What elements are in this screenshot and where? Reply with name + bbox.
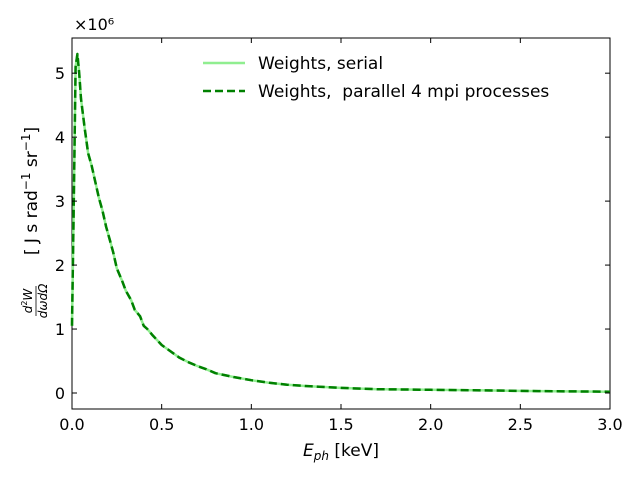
x-axis-title: Eph [keV] <box>303 441 379 463</box>
svg-text:Eph [keV]: Eph [keV] <box>303 441 379 463</box>
legend: Weights, serial Weights, parallel 4 mpi … <box>203 54 549 102</box>
legend-label-parallel: Weights, parallel 4 mpi processes <box>258 82 549 102</box>
legend-label-serial: Weights, serial <box>258 54 383 74</box>
series-line-parallel <box>70 52 611 393</box>
y-tick-label: 0 <box>55 384 65 403</box>
series-layer <box>70 52 611 393</box>
x-tick-label: 2.0 <box>418 415 443 434</box>
y-tick-label: 5 <box>55 64 65 83</box>
x-tick-label: 0.0 <box>59 415 84 434</box>
y-tick-label: 3 <box>55 192 65 211</box>
svg-text:[ J s rad−1 sr−1]: [ J s rad−1 sr−1] <box>19 127 42 255</box>
svg-text:d2W: d2W <box>20 288 35 314</box>
x-tick-label: 2.5 <box>508 415 533 434</box>
y-tick-label: 4 <box>55 128 65 147</box>
y-tick-label: 1 <box>55 320 65 339</box>
svg-text:dωdΩ: dωdΩ <box>36 283 50 318</box>
y-axis-title: [ J s rad−1 sr−1] d2W dωdΩ <box>19 127 50 318</box>
ticks-layer: 0.0 0.5 1.0 1.5 2.0 2.5 3.0 0 1 2 3 4 5 <box>55 38 623 434</box>
series-line-serial <box>70 52 611 393</box>
y-multiplier-label: ×10⁶ <box>74 15 114 34</box>
y-tick-label: 2 <box>55 256 65 275</box>
x-tick-label: 1.0 <box>239 415 264 434</box>
x-tick-label: 0.5 <box>149 415 174 434</box>
y-axis-title-fraction: d2W dωdΩ <box>20 283 50 318</box>
x-tick-label: 1.5 <box>328 415 353 434</box>
x-tick-label: 3.0 <box>597 415 622 434</box>
